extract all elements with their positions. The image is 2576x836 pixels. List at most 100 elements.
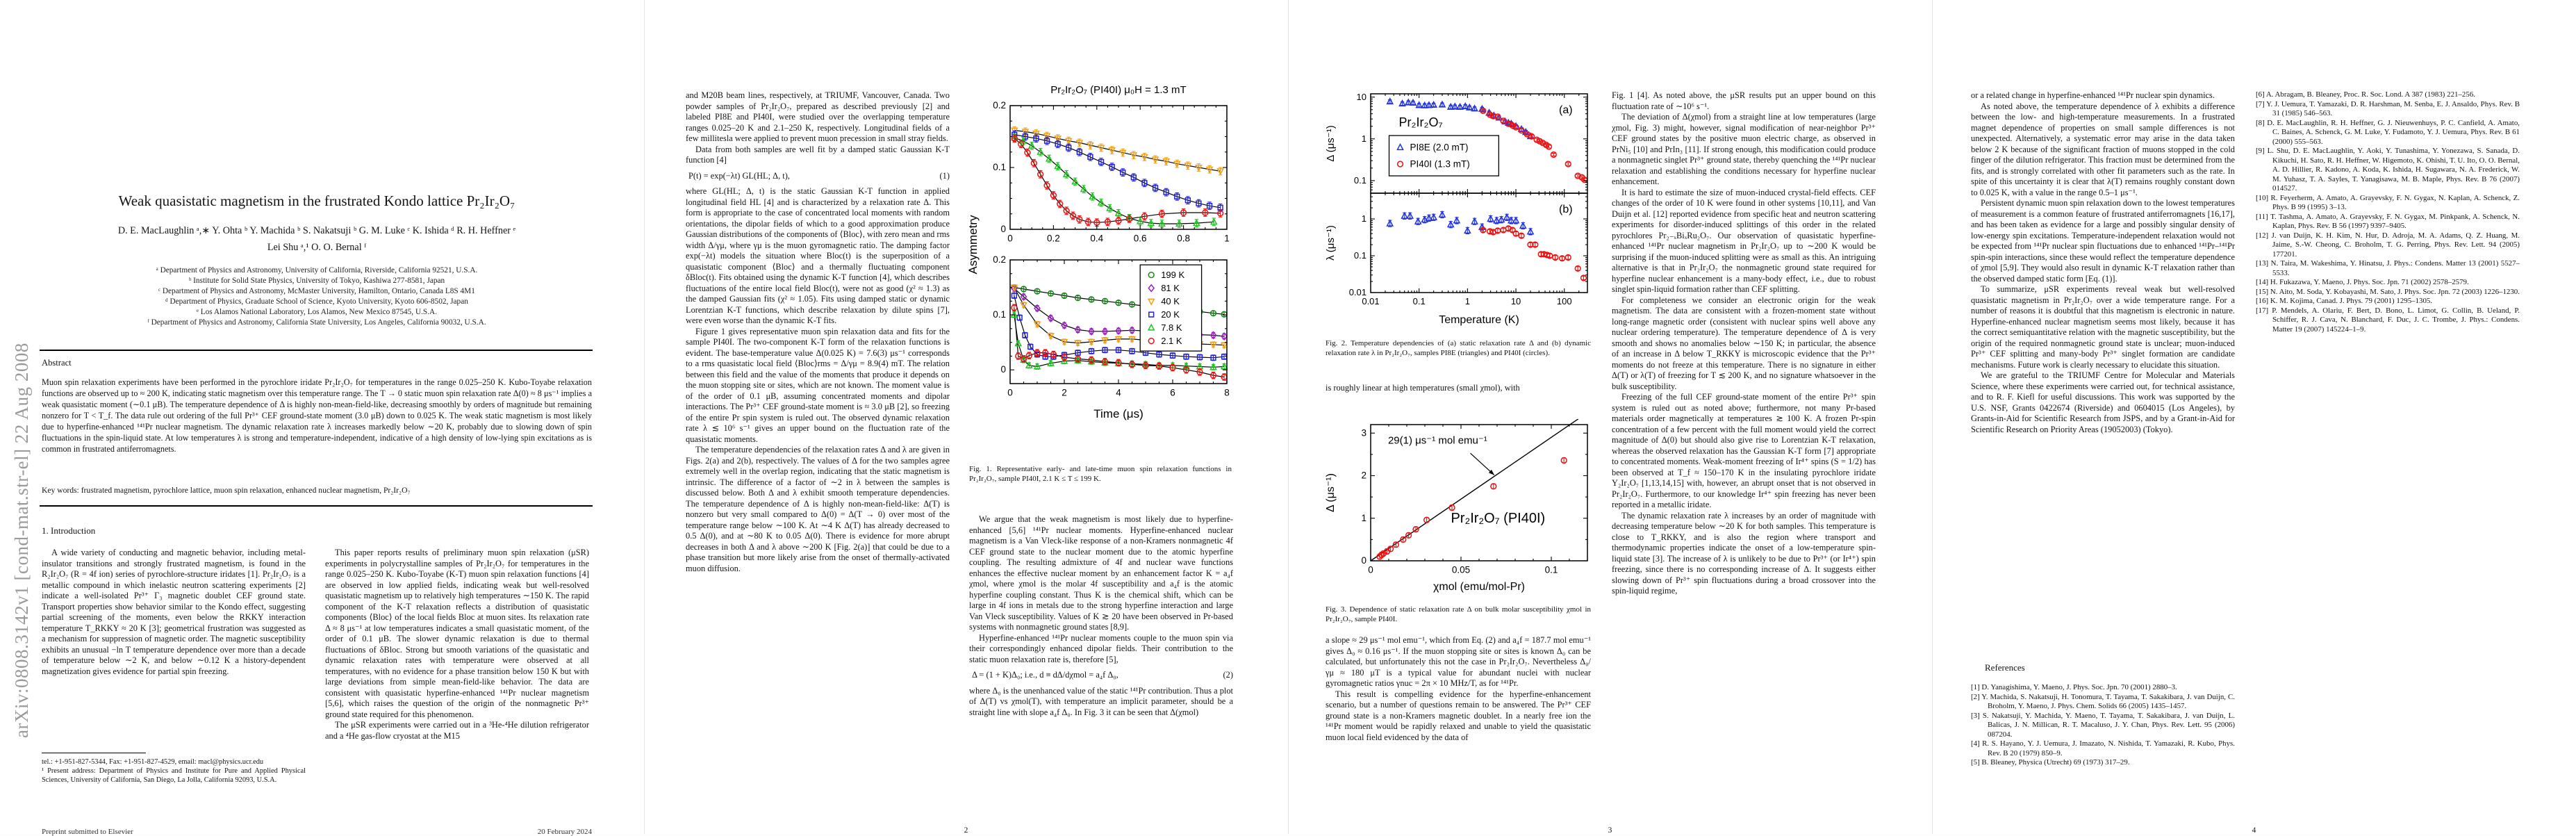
column-left: and M20B beam lines, respectively, at TR… — [686, 90, 950, 574]
figure-2-caption: Fig. 2. Temperature dependencies of (a) … — [1326, 339, 1591, 358]
paragraph: We argue that the weak magnetism is most… — [969, 514, 1233, 632]
page-separator — [644, 0, 645, 834]
svg-text:199 K: 199 K — [1161, 270, 1184, 280]
figure-1-chart: Pr₂Ir₂O₇ (PI40I) μ₀H = 1.3 mT Asymmetry 0 0… — [966, 78, 1235, 425]
svg-text:0: 0 — [1000, 224, 1006, 234]
page-separator — [1932, 0, 1933, 834]
reference-item: [1] D. Yanagishima, Y. Maeno, J. Phys. S… — [1971, 683, 2177, 691]
svg-text:0.4: 0.4 — [1090, 233, 1103, 244]
svg-text:Pr₂Ir₂O₇: Pr₂Ir₂O₇ — [1399, 115, 1443, 129]
reference-item: [6] A. Abragam, B. Bleaney, Proc. R. Soc… — [2256, 90, 2475, 99]
reference-item: [8] D. E. MacLaughlin, R. H. Heffner, G.… — [2256, 118, 2520, 146]
reference-item: [13] N. Taira, M. Wakeshima, Y. Hinatsu,… — [2256, 259, 2520, 277]
affiliation: ᵇ Institute for Solid State Physics, Uni… — [188, 277, 445, 285]
paragraph: It is hard to estimate the size of muon-… — [1612, 187, 1876, 295]
svg-text:10: 10 — [1357, 92, 1367, 102]
column-left-text: a slope ≈ 29 μs⁻¹ mol emu⁻¹, which from … — [1326, 635, 1591, 743]
svg-text:(a): (a) — [1559, 104, 1573, 116]
abstract-heading: Abstract — [42, 358, 72, 368]
paragraph: Hyperfine-enhanced ¹⁴¹Pr nuclear moments… — [969, 632, 1233, 664]
reference-item: [5] B. Bleaney, Physica (Utrecht) 69 (19… — [1971, 758, 2130, 767]
paper-title: Weak quasistatic magnetism in the frustr… — [118, 192, 515, 209]
affiliation: ᶜ Department of Physics and Astronomy, M… — [158, 287, 475, 295]
svg-text:0.05: 0.05 — [1452, 565, 1470, 575]
svg-text:0.1: 0.1 — [1413, 296, 1426, 306]
svg-text:0.2: 0.2 — [1047, 233, 1060, 244]
svg-text:2: 2 — [1361, 470, 1367, 481]
paragraph: Persistent dynamic muon spin relaxation … — [1971, 198, 2235, 284]
column-left: or a related change in hyperfine-enhance… — [1971, 90, 2235, 435]
svg-text:0.1: 0.1 — [1545, 565, 1558, 575]
paragraph: a slope ≈ 29 μs⁻¹ mol emu⁻¹, which from … — [1326, 635, 1591, 688]
section-heading: 1. Introduction — [42, 525, 96, 536]
svg-text:Asymmetry: Asymmetry — [967, 215, 980, 274]
keywords-line: Key words: frustrated magnetism, pyrochl… — [42, 486, 592, 495]
svg-text:λ (μs⁻¹): λ (μs⁻¹) — [1325, 225, 1337, 261]
equation-number: (2) — [1223, 670, 1233, 680]
reference-item: [7] Y. J. Uemura, T. Yamazaki, D. R. Har… — [2256, 99, 2520, 118]
svg-text:0: 0 — [1007, 233, 1013, 244]
svg-text:2: 2 — [1062, 388, 1067, 398]
column-right: Fig. 1 [4]. As noted above, the μSR resu… — [1612, 90, 1876, 597]
svg-text:Temperature (K): Temperature (K) — [1439, 314, 1519, 326]
column-right: We argue that the weak magnetism is most… — [969, 514, 1233, 718]
svg-text:0.1: 0.1 — [993, 309, 1006, 320]
svg-text:0.8: 0.8 — [1177, 233, 1190, 244]
reference-item: [10] R. Feyerherm, A. Amato, A. Grayevsk… — [2256, 193, 2520, 212]
reference-item: [3] S. Nakatsuji, Y. Machida, Y. Maeno, … — [1971, 711, 2235, 739]
svg-text:29(1) μs⁻¹ mol emu⁻¹: 29(1) μs⁻¹ mol emu⁻¹ — [1388, 434, 1487, 446]
svg-text:1: 1 — [1361, 513, 1367, 523]
svg-text:0: 0 — [1368, 565, 1373, 575]
paragraph: The μSR experiments were carried out in … — [325, 720, 589, 741]
paragraph: A wide variety of conducting and magneti… — [42, 548, 306, 676]
svg-text:0: 0 — [1361, 555, 1367, 566]
paragraph: The temperature dependencies of the rela… — [686, 445, 950, 573]
figure-3-chart: Δ (μs⁻¹) 0 0.05 0.1 0 1 2 3 Pr₂Ir₂O₇ (PI40I) 29(1… — [1323, 418, 1594, 593]
keywords-text: frustrated magnetism, pyrochlore lattice… — [81, 486, 411, 495]
page-separator — [1288, 0, 1289, 834]
paragraph: As noted above, the temperature dependen… — [1971, 101, 2235, 197]
references-list-right: [6] A. Abragam, B. Bleaney, Proc. R. Soc… — [2256, 90, 2520, 334]
paragraph: and M20B beam lines, respectively, at TR… — [686, 90, 950, 143]
paragraph: Freezing of the full CEF ground-state mo… — [1612, 392, 1876, 509]
svg-text:100: 100 — [1557, 296, 1572, 306]
page-number: 2 — [964, 826, 968, 835]
equation-body: P(t) = exp(−λt) GL(HL; Δ, t), — [688, 170, 790, 181]
affiliation: ᵈ Department of Physics, Graduate School… — [165, 297, 468, 306]
page-number: 4 — [2252, 826, 2256, 835]
paragraph: Figure 1 gives representative muon spin … — [686, 326, 950, 444]
reference-item: [12] J. van Duijn, K. H. Kim, N. Hur, D.… — [2256, 231, 2520, 259]
footnote: tel.: +1-951-827-5344, Fax: +1-951-827-4… — [42, 758, 264, 766]
reference-item: [14] H. Fukazawa, Y. Maeno, J. Phys. Soc… — [2256, 278, 2469, 286]
paragraph: To summarize, μSR experiments reveal wea… — [1971, 284, 2235, 370]
footnotes: tel.: +1-951-827-5344, Fax: +1-951-827-4… — [42, 757, 306, 785]
reference-item: [11] T. Tashma, A. Amato, A. Grayevsky, … — [2256, 212, 2520, 231]
divider — [40, 350, 593, 351]
svg-text:Δ (μs⁻¹): Δ (μs⁻¹) — [1325, 473, 1337, 512]
svg-text:7.8 K: 7.8 K — [1161, 322, 1182, 333]
paragraph: or a related change in hyperfine-enhance… — [1971, 90, 2215, 100]
keywords-label: Key words: — [42, 486, 79, 495]
reference-item: [16] K. M. Kojima, Canad. J. Phys. 79 (2… — [2256, 297, 2433, 305]
svg-text:3: 3 — [1361, 427, 1367, 438]
svg-text:81 K: 81 K — [1161, 283, 1180, 293]
svg-text:0: 0 — [1007, 388, 1013, 398]
svg-text:10: 10 — [1511, 296, 1521, 306]
page-2: and M20B beam lines, respectively, at TR… — [644, 0, 1288, 835]
svg-text:0.01: 0.01 — [1362, 296, 1379, 306]
svg-text:1: 1 — [1362, 133, 1367, 144]
svg-text:8: 8 — [1224, 388, 1230, 398]
svg-text:1: 1 — [1465, 296, 1470, 306]
arxiv-sidebar-label: arXiv:0808.3142v1 [cond-mat.str-el] 22 A… — [11, 343, 32, 738]
svg-text:20 K: 20 K — [1161, 309, 1180, 320]
paragraph: Fig. 1 [4]. As noted above, the μSR resu… — [1612, 90, 1876, 111]
svg-text:PI8E (2.0 mT): PI8E (2.0 mT) — [1410, 142, 1469, 153]
affiliation: ᶠ Department of Physics and Astronomy, C… — [147, 318, 486, 327]
column-right: This paper reports results of preliminar… — [325, 548, 589, 741]
svg-text:(b): (b) — [1559, 204, 1573, 215]
equation-body: Δ = (1 + K)Δ₀; i.e., d ≡ dΔ/dχmol = a₄f … — [972, 670, 1118, 680]
svg-text:0.1: 0.1 — [1354, 175, 1367, 186]
paragraph: For completeness we consider an electron… — [1612, 295, 1876, 391]
svg-text:0.01: 0.01 — [1349, 287, 1367, 297]
